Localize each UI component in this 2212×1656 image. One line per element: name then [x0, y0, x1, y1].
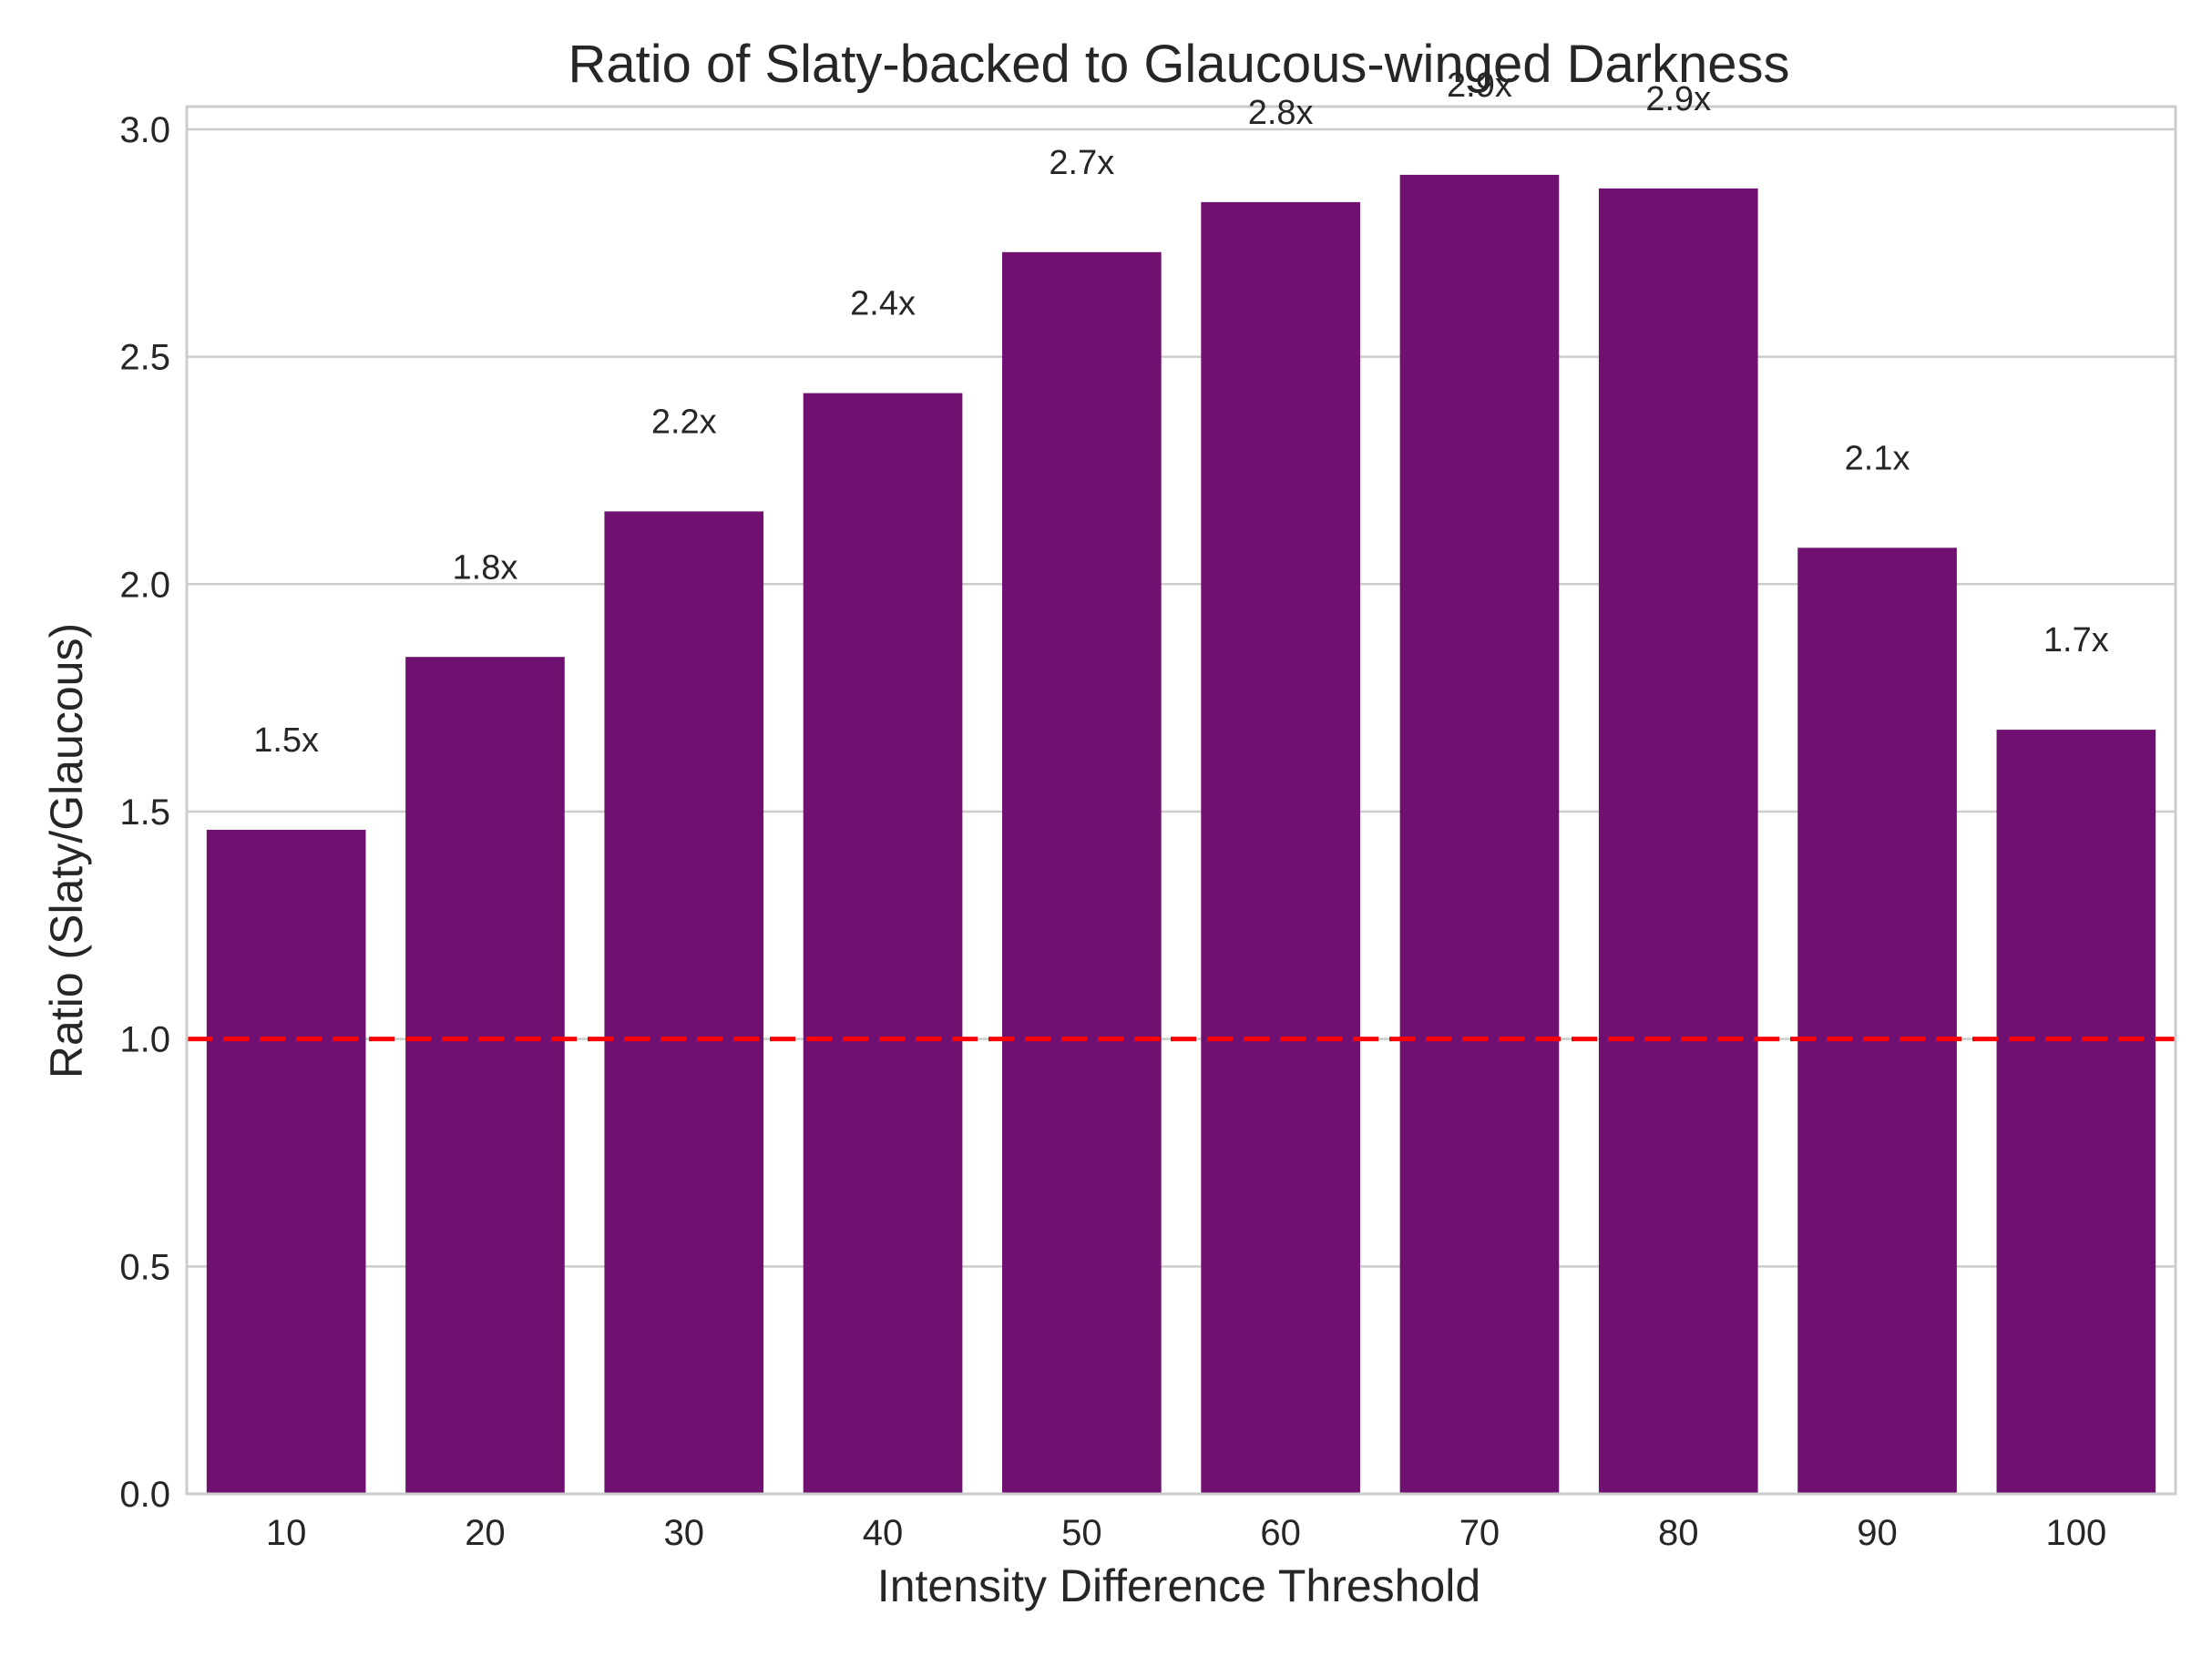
bar-value-label: 1.5x [253, 721, 319, 760]
x-tick-label: 80 [1658, 1513, 1699, 1553]
bar [1598, 188, 1758, 1495]
y-axis-title: Ratio (Slaty/Glaucous) [41, 623, 92, 1078]
bar [803, 393, 963, 1494]
bar [604, 511, 764, 1494]
bar-value-label: 2.9x [1447, 66, 1512, 105]
bar-value-label: 2.7x [1049, 144, 1114, 182]
bar-value-label: 1.7x [2043, 621, 2109, 659]
bar [1797, 547, 1957, 1494]
x-axis-title: Intensity Difference Threshold [877, 1560, 1480, 1611]
x-tick-label: 20 [465, 1513, 506, 1553]
data-labels: 1.5x 1.8x 2.2x 2.4x 2.7x 2.8x 2.9x 2.9x 2.1x 1.7x [253, 66, 2109, 760]
bar-value-label: 2.2x [651, 404, 717, 442]
bar [405, 657, 565, 1494]
bar [1002, 251, 1162, 1494]
y-tick-label: 0.5 [119, 1247, 170, 1287]
x-tick-label: 40 [863, 1513, 904, 1553]
y-tick-label: 2.0 [119, 565, 170, 605]
bar-value-label: 2.1x [1845, 439, 1910, 477]
x-tick-label: 60 [1260, 1513, 1301, 1553]
bar-value-label: 1.8x [453, 548, 518, 587]
bar-value-label: 2.4x [850, 285, 916, 323]
y-tick-label: 3.0 [119, 110, 170, 150]
bar-value-label: 2.9x [1645, 80, 1711, 118]
x-tick-label: 10 [266, 1513, 307, 1553]
plot-frame [185, 105, 2177, 1496]
bar [206, 829, 366, 1494]
bar [1996, 730, 2156, 1494]
x-tick-labels: 10 20 30 40 50 60 70 80 90 100 [266, 1513, 2106, 1553]
chart-title: Ratio of Slaty-backed to Glaucous-winged… [568, 35, 1789, 94]
x-tick-label: 100 [2045, 1513, 2106, 1553]
y-tick-label: 2.5 [119, 338, 170, 378]
x-tick-label: 50 [1061, 1513, 1102, 1553]
y-tick-label: 1.0 [119, 1020, 170, 1060]
y-tick-labels: 0.0 0.5 1.0 1.5 2.0 2.5 3.0 [119, 110, 170, 1515]
y-tick-label: 1.5 [119, 792, 170, 833]
x-tick-label: 70 [1459, 1513, 1500, 1553]
bars [206, 174, 2156, 1495]
bar-value-label: 2.8x [1248, 94, 1314, 132]
y-tick-label: 0.0 [119, 1475, 170, 1515]
x-tick-label: 90 [1857, 1513, 1898, 1553]
bar [1399, 174, 1560, 1495]
x-tick-label: 30 [664, 1513, 705, 1553]
bar [1201, 201, 1360, 1494]
